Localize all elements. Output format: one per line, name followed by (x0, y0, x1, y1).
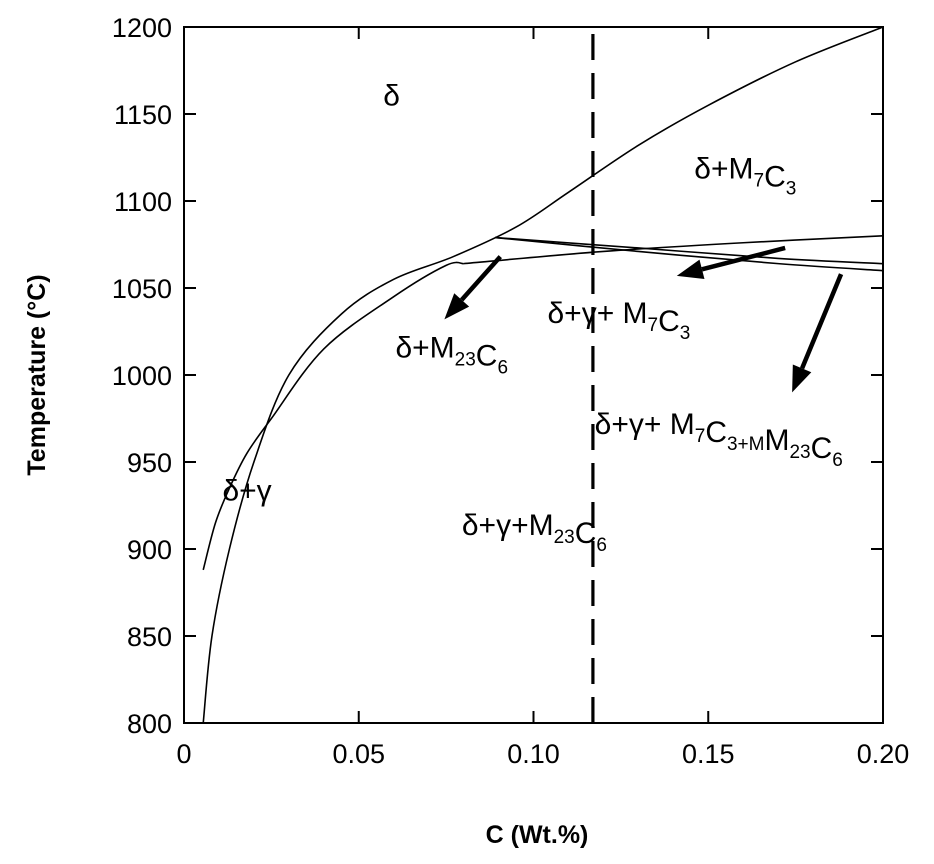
arrow-2-shaft (701, 245, 786, 272)
x-ticks-layer: 0 0.05 0.10 0.15 0.20 (176, 27, 909, 769)
y-ticks-layer: 800 850 900 950 1000 1050 1100 1150 1200 (112, 13, 883, 739)
arrow-2-head (676, 259, 705, 280)
x-tick-label: 0.20 (857, 739, 910, 769)
region-label-5: δ+γ+ M7C3+MM23C6 (595, 408, 843, 471)
arrow-1-head (444, 293, 470, 320)
x-axis-title: C (Wt.%) (486, 821, 589, 849)
y-tick-label: 1100 (114, 187, 172, 217)
y-tick-label: 950 (127, 448, 172, 478)
region-label-7: δ+γ+M23C6 (462, 509, 607, 556)
y-tick-label: 1050 (112, 274, 172, 304)
arrow-3-head (792, 364, 812, 393)
phase-boundary-3 (463, 235, 884, 265)
phase-boundary-5 (494, 236, 884, 272)
phase-boundary-1 (202, 26, 884, 724)
y-tick-label: 850 (127, 622, 172, 652)
curves-layer (202, 26, 884, 724)
region-label-1: δ (383, 79, 400, 112)
phase-boundary-2 (202, 261, 464, 571)
region-label-6: δ+γ (222, 474, 271, 507)
phase-boundary-4 (494, 236, 884, 265)
region-label-2: δ+M7C3 (694, 152, 796, 199)
y-tick-label: 800 (127, 709, 172, 739)
x-tick-label: 0.05 (332, 739, 385, 769)
y-tick-label: 1150 (114, 100, 172, 130)
x-tick-label: 0 (176, 739, 191, 769)
y-tick-label: 900 (127, 535, 172, 565)
region-label-3: δ+γ+ M7C3 (547, 297, 690, 344)
x-tick-label: 0.15 (682, 739, 735, 769)
region-label-4: δ+M23C6 (395, 332, 508, 379)
y-tick-label: 1200 (112, 13, 172, 43)
arrows-layer (444, 245, 844, 393)
y-tick-label: 1000 (112, 361, 172, 391)
arrow-3-shaft (799, 273, 844, 370)
y-axis-title: Temperature (°C) (23, 274, 51, 475)
x-tick-label: 0.10 (507, 739, 560, 769)
arrow-1-shaft (460, 255, 502, 302)
region-labels-layer: δ δ+M7C3 δ+γ+ M7C3 δ+M23C6 δ+γ+ M7C3+MM23C6 δ… (222, 79, 842, 556)
